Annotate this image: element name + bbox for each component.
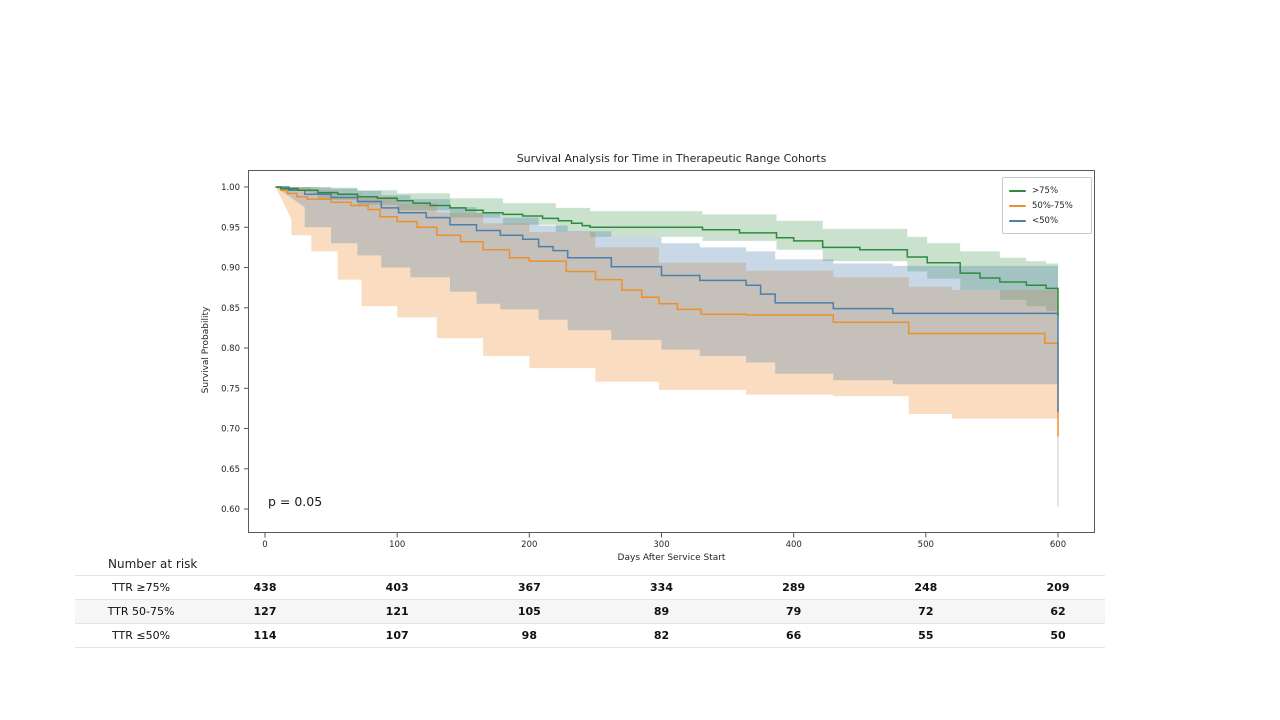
y-tick-label: 0.60	[221, 505, 240, 515]
x-tick-label: 100	[389, 540, 405, 550]
risk-row-label: TTR 50-75%	[107, 605, 175, 618]
risk-count: 50	[1050, 629, 1066, 642]
y-axis-label: Survival Probability	[201, 306, 211, 394]
risk-count: 127	[253, 605, 277, 618]
risk-table-row: TTR ≤50% 114 107 98 82 66 55 50	[75, 624, 1105, 648]
x-tick-label: 600	[1050, 540, 1066, 550]
risk-count: 62	[1050, 605, 1066, 618]
legend-line-swatch-50-75	[1009, 204, 1026, 207]
risk-count: 98	[521, 629, 537, 642]
risk-count: 438	[253, 581, 277, 594]
y-tick-label: 0.85	[221, 304, 240, 314]
risk-count: 107	[385, 629, 409, 642]
x-tick-label: 0	[262, 540, 267, 550]
risk-row-label: TTR ≤50%	[111, 629, 171, 642]
risk-count: 403	[385, 581, 409, 594]
km-curve-2	[275, 186, 1059, 413]
risk-count: 55	[918, 629, 934, 642]
y-tick-label: 0.90	[221, 264, 240, 274]
y-tick-label: 1.00	[221, 183, 240, 193]
y-tick-label: 0.95	[221, 223, 240, 233]
km-curve-0	[275, 186, 1059, 316]
risk-count: 105	[517, 605, 541, 618]
risk-count: 209	[1046, 581, 1070, 594]
legend-line-swatch-gt75	[1009, 189, 1026, 192]
x-tick-label: 300	[653, 540, 669, 550]
risk-count: 289	[782, 581, 806, 594]
risk-count: 114	[253, 629, 277, 642]
x-tick-label: 200	[521, 540, 537, 550]
km-curve-1	[275, 186, 1059, 437]
risk-count: 334	[650, 581, 673, 594]
y-tick-label: 0.80	[221, 344, 240, 354]
confidence-band-2	[275, 187, 1059, 387]
risk-count: 66	[786, 629, 802, 642]
y-tick-label: 0.70	[221, 425, 240, 435]
risk-count: 79	[786, 605, 802, 618]
confidence-band-1	[275, 187, 1059, 423]
chart-title: Survival Analysis for Time in Therapeuti…	[516, 152, 827, 165]
legend-entry-gt75: >75%	[1009, 183, 1085, 198]
risk-count: 248	[914, 581, 938, 594]
risk-table-header: Number at risk	[108, 557, 198, 571]
risk-table-row: TTR 50-75% 127 121 105 89 79 72 62	[75, 600, 1105, 624]
plot-frame	[248, 170, 1095, 533]
y-tick-label: 0.65	[221, 465, 240, 475]
legend: >75% 50%-75% <50%	[1002, 177, 1092, 234]
risk-count: 121	[385, 605, 409, 618]
legend-entry-lt50: <50%	[1009, 213, 1085, 228]
y-tick-label: 0.75	[221, 384, 240, 394]
risk-count: 82	[653, 629, 670, 642]
number-at-risk-table: TTR ≥75% 438 403 367 334 289 248 209 TTR 50-75% 1…	[75, 575, 1105, 648]
p-value-annotation: p = 0.05	[268, 494, 323, 509]
risk-count: 367	[517, 581, 541, 594]
x-axis-label: Days After Service Start	[617, 553, 726, 563]
x-tick-label: 500	[918, 540, 934, 550]
legend-label: 50%-75%	[1032, 200, 1073, 211]
risk-table-row: TTR ≥75% 438 403 367 334 289 248 209	[75, 576, 1105, 600]
risk-count: 72	[918, 605, 934, 618]
risk-count: 89	[653, 605, 670, 618]
legend-line-swatch-lt50	[1009, 219, 1026, 222]
legend-entry-50-75: 50%-75%	[1009, 198, 1085, 213]
legend-label: <50%	[1032, 215, 1059, 226]
x-tick-label: 400	[786, 540, 802, 550]
risk-row-label: TTR ≥75%	[111, 581, 171, 594]
legend-label: >75%	[1032, 185, 1059, 196]
